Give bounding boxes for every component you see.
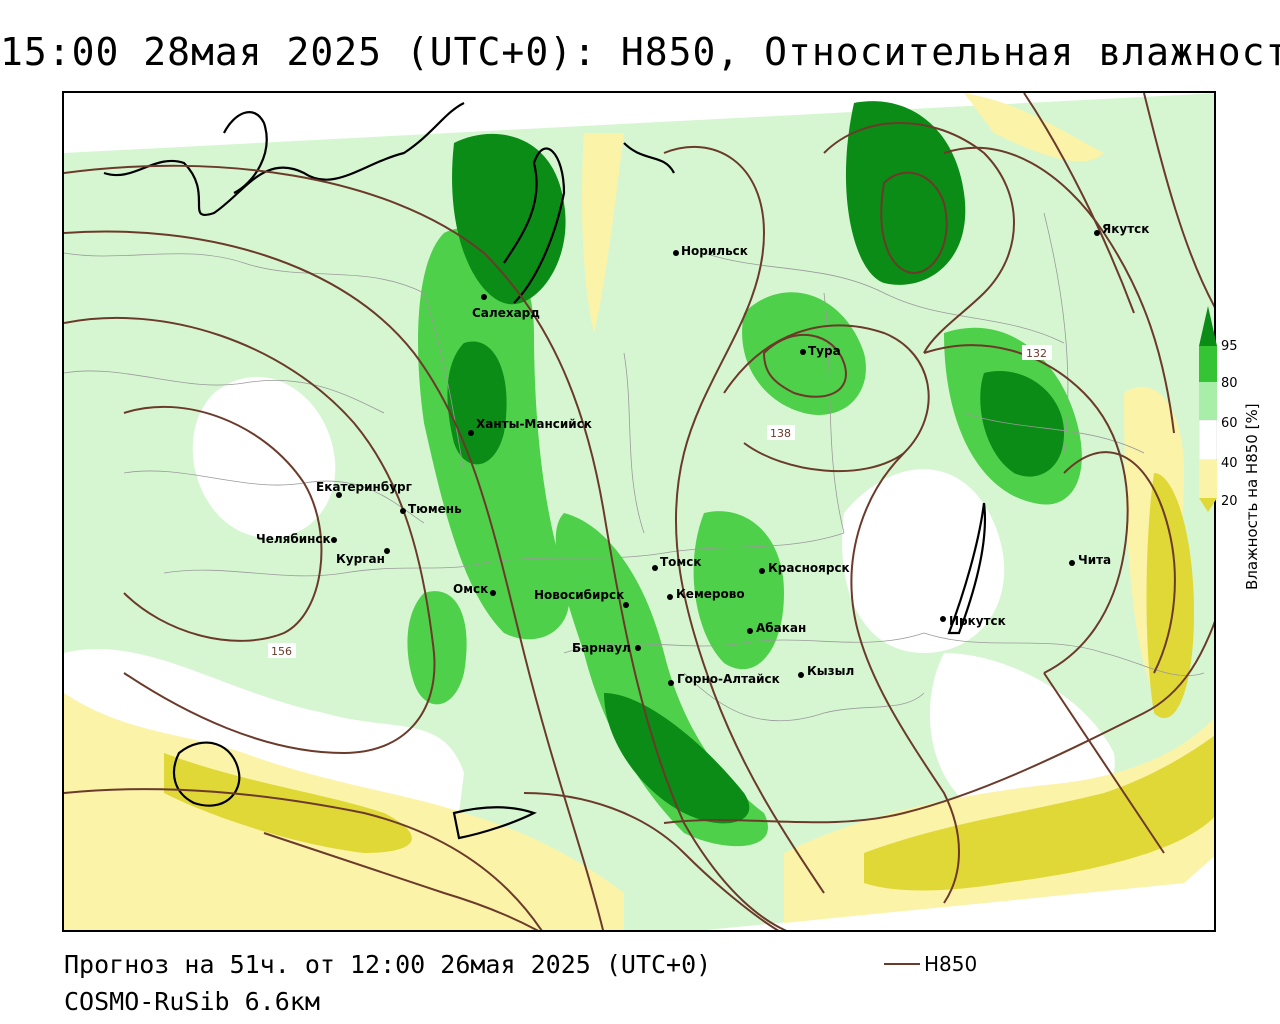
svg-text:Томск: Томск	[660, 555, 702, 569]
colorbar-title: Влажность на H850 [%]	[1243, 403, 1261, 590]
svg-text:Новосибирск: Новосибирск	[534, 588, 624, 602]
svg-text:Красноярск: Красноярск	[768, 561, 850, 575]
city-kemerovo: Кемерово	[667, 587, 745, 601]
city-tomsk: Томск	[652, 555, 702, 571]
map-canvas: 132 138 156 Якутск Норильск Салехард Тур…	[64, 93, 1214, 930]
colorbar-tick-40: 40	[1221, 456, 1238, 471]
h850-contours	[64, 93, 1214, 930]
contour-label-138: 138	[770, 427, 791, 440]
h850-legend-label: H850	[924, 952, 978, 976]
city-omsk: Омск	[453, 582, 496, 596]
svg-text:Тура: Тура	[808, 344, 841, 358]
contour-labels: 132 138 156	[268, 345, 1052, 658]
city-gorno-altaysk: Горно-Алтайск	[668, 672, 780, 686]
svg-text:Горно-Алтайск: Горно-Алтайск	[677, 672, 780, 686]
city-salekhard: Салехард	[472, 294, 540, 320]
city-yakutsk: Якутск	[1094, 222, 1149, 236]
svg-text:Чита: Чита	[1078, 553, 1111, 567]
svg-text:Ханты-Мансийск: Ханты-Мансийск	[476, 417, 592, 431]
map-title: 15:00 28мая 2025 (UTC+0): H850, Относите…	[0, 30, 1280, 74]
city-chelyabinsk: Челябинск	[256, 532, 337, 546]
svg-text:Кемерово: Кемерово	[676, 587, 745, 601]
svg-text:Тюмень: Тюмень	[408, 502, 462, 516]
humidity-colorbar	[1199, 306, 1217, 512]
humidity-field	[64, 93, 1214, 930]
city-kurgan: Курган	[336, 548, 390, 566]
city-kyzyl: Кызыл	[798, 664, 854, 678]
cities: Якутск Норильск Салехард Тура Ханты-Манс…	[256, 222, 1149, 686]
colorbar-tick-60: 60	[1221, 416, 1238, 431]
city-chita: Чита	[1069, 553, 1111, 567]
svg-text:Омск: Омск	[453, 582, 488, 596]
city-tura: Тура	[800, 344, 841, 358]
svg-text:Челябинск: Челябинск	[256, 532, 331, 546]
colorbar-tick-80: 80	[1221, 376, 1238, 391]
h850-legend-swatch	[884, 963, 920, 965]
city-abakan: Абакан	[747, 621, 806, 635]
svg-text:Екатеринбург: Екатеринбург	[316, 480, 412, 494]
model-name: COSMO-RuSib 6.6км	[64, 987, 320, 1016]
city-khanty-mansiysk: Ханты-Мансийск	[468, 417, 592, 436]
contour-label-156: 156	[271, 645, 292, 658]
city-norilsk: Норильск	[673, 244, 748, 258]
colorbar-tick-20: 20	[1221, 494, 1238, 509]
city-irkutsk: Иркутск	[940, 614, 1006, 628]
svg-text:Кызыл: Кызыл	[807, 664, 854, 678]
svg-text:Иркутск: Иркутск	[949, 614, 1006, 628]
coastlines	[103, 102, 987, 840]
city-tyumen: Тюмень	[400, 502, 462, 516]
colorbar-tick-95: 95	[1221, 339, 1238, 354]
forecast-info: Прогноз на 51ч. от 12:00 26мая 2025 (UTC…	[64, 950, 712, 979]
map-panel[interactable]: 132 138 156 Якутск Норильск Салехард Тур…	[62, 91, 1216, 932]
svg-text:Абакан: Абакан	[756, 621, 806, 635]
admin-borders	[64, 212, 1205, 722]
city-krasnoyarsk: Красноярск	[759, 561, 850, 575]
svg-text:Норильск: Норильск	[681, 244, 748, 258]
svg-text:Якутск: Якутск	[1102, 222, 1149, 236]
svg-text:Салехард: Салехард	[472, 306, 540, 320]
svg-text:Курган: Курган	[336, 552, 385, 566]
contour-label-132: 132	[1026, 347, 1047, 360]
city-novosibirsk: Новосибирск	[534, 588, 629, 608]
city-yekaterinburg: Екатеринбург	[316, 480, 412, 498]
svg-text:Барнаул: Барнаул	[572, 641, 631, 655]
city-barnaul: Барнаул	[572, 641, 641, 655]
